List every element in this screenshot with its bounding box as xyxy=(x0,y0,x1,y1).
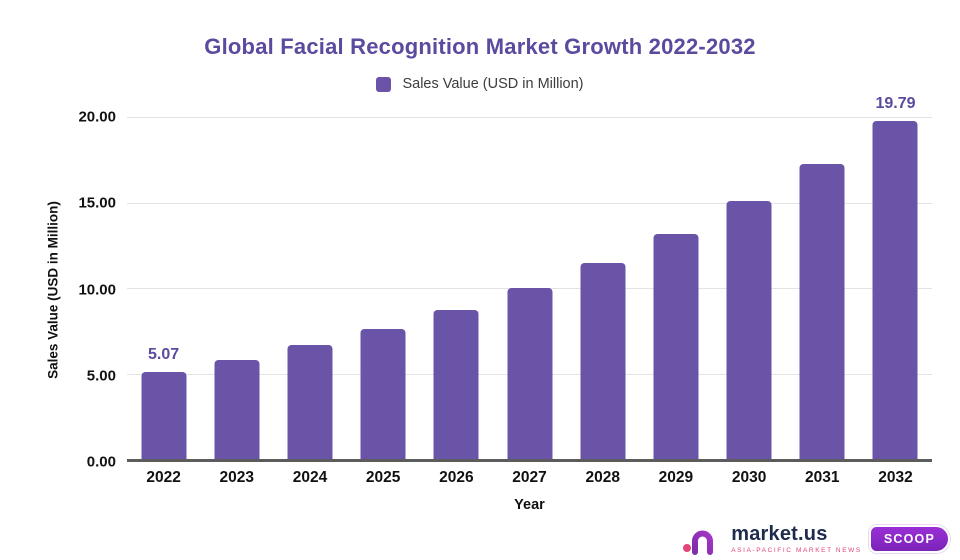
x-tick-label-2031: 2031 xyxy=(805,469,840,486)
bar-column-2024 xyxy=(273,117,346,459)
x-tick-label-2028: 2028 xyxy=(585,469,620,486)
y-tick-label: 5.00 xyxy=(86,367,116,385)
y-tick-label: 0.00 xyxy=(86,453,116,471)
bar-column-2026 xyxy=(420,117,493,459)
bar-2029[interactable] xyxy=(653,234,699,459)
bar-column-2023 xyxy=(200,117,273,459)
x-axis-ticks: 2022 2023 2024 2025 2026 2027 2028 2029 2030 2031… xyxy=(127,469,932,487)
x-tick-label-2022: 2022 xyxy=(146,469,181,486)
legend-label: Sales Value (USD in Million) xyxy=(402,76,584,92)
chart-title: Global Facial Recognition Market Growth … xyxy=(204,34,756,59)
y-tick-label: 10.00 xyxy=(78,281,116,298)
x-tick-label-2026: 2026 xyxy=(439,469,474,486)
bar-column-2028 xyxy=(566,117,639,459)
bar-2027[interactable] xyxy=(507,287,553,459)
plot-area: 5.07 19.79 xyxy=(127,95,932,462)
bar-column-2022: 5.07 xyxy=(127,117,200,459)
bar-2032[interactable] xyxy=(872,120,918,459)
x-tick-label-2027: 2027 xyxy=(512,469,547,486)
x-tick-label-2029: 2029 xyxy=(658,469,694,486)
x-tick-label-2025: 2025 xyxy=(365,469,401,486)
market-us-logo-icon xyxy=(683,527,722,555)
bar-column-2025 xyxy=(347,117,420,459)
bar-2026[interactable] xyxy=(433,309,479,459)
scoop-badge: SCOOP xyxy=(868,525,950,553)
x-axis-title: Year xyxy=(514,497,545,513)
bar-column-2029 xyxy=(639,117,712,459)
bar-column-2031 xyxy=(786,117,859,459)
bar-2028[interactable] xyxy=(580,262,626,459)
bar-column-2027 xyxy=(493,117,566,459)
bar-columns: 5.07 19.79 xyxy=(127,95,932,459)
bar-2024[interactable] xyxy=(287,345,333,459)
bar-column-2032: 19.79 xyxy=(859,95,932,459)
logo-wordmark: market.us xyxy=(731,523,828,545)
bar-2023[interactable] xyxy=(214,359,260,459)
bar-2022[interactable] xyxy=(141,372,187,459)
bar-2025[interactable] xyxy=(360,328,406,459)
gridline xyxy=(127,202,932,204)
x-tick-label-2032: 2032 xyxy=(878,469,913,486)
brand-text: market.us ASIA-PACIFIC MARKET NEWS xyxy=(731,524,862,554)
brand-logo[interactable]: market.us ASIA-PACIFIC MARKET NEWS SCOOP xyxy=(682,522,950,556)
y-axis-ticks: 0.00 5.00 10.00 15.00 20.00 xyxy=(40,110,116,470)
data-label-2032: 19.79 xyxy=(875,94,916,112)
bar-2030[interactable] xyxy=(726,201,772,459)
x-tick-label-2030: 2030 xyxy=(731,469,767,486)
data-label-2022: 5.07 xyxy=(148,346,180,364)
x-tick-label-2024: 2024 xyxy=(292,469,328,486)
legend[interactable]: Sales Value (USD in Million) xyxy=(0,76,960,92)
gridline xyxy=(127,117,932,118)
logo-tagline: ASIA-PACIFIC MARKET NEWS xyxy=(731,547,862,554)
y-tick-label: 15.00 xyxy=(78,194,116,212)
bar-column-2030 xyxy=(713,117,786,459)
y-tick-label: 20.00 xyxy=(78,108,116,126)
legend-swatch xyxy=(376,76,392,92)
x-tick-label-2023: 2023 xyxy=(219,469,255,486)
bar-2031[interactable] xyxy=(799,163,845,459)
